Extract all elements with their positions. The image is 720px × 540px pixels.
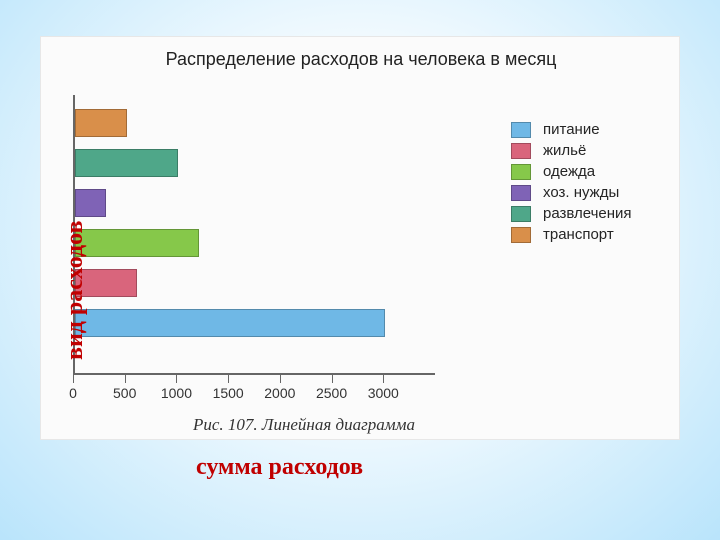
x-tick-label: 2000 (264, 385, 295, 401)
x-tick-mark (125, 375, 126, 383)
legend-swatch (511, 227, 531, 243)
legend: питание жильё одежда хоз. нужды развлечения т… (511, 117, 632, 247)
legend-label: развлечения (543, 205, 632, 222)
legend-swatch (511, 164, 531, 180)
legend-item: хоз. нужды (511, 184, 632, 201)
figure-caption: Рис. 107. Линейная диаграмма (193, 415, 415, 435)
chart-title: Распределение расходов на человека в мес… (41, 49, 681, 70)
legend-item: одежда (511, 163, 632, 180)
legend-swatch (511, 185, 531, 201)
bar-развлечения (75, 149, 178, 177)
legend-swatch (511, 122, 531, 138)
legend-item: развлечения (511, 205, 632, 222)
x-axis-overlay-label: сумма расходов (196, 454, 363, 481)
legend-label: хоз. нужды (543, 184, 619, 201)
page-root: Распределение расходов на человека в мес… (0, 0, 720, 540)
bar-транспорт (75, 109, 127, 137)
bars-layer (75, 95, 435, 373)
legend-label: транспорт (543, 226, 614, 243)
x-tick-label: 2500 (316, 385, 347, 401)
x-tick-mark (176, 375, 177, 383)
legend-label: жильё (543, 142, 586, 159)
legend-swatch (511, 206, 531, 222)
bar-питание (75, 309, 385, 337)
x-tick-label: 1500 (213, 385, 244, 401)
y-axis-overlay-label: вид расходов (62, 220, 89, 360)
x-tick-mark (228, 375, 229, 383)
legend-swatch (511, 143, 531, 159)
legend-label: одежда (543, 163, 595, 180)
x-tick-mark (73, 375, 74, 383)
legend-item: питание (511, 121, 632, 138)
x-ticks: 050010001500200025003000 (73, 375, 435, 405)
chart-card: Распределение расходов на человека в мес… (40, 36, 680, 440)
x-tick-mark (332, 375, 333, 383)
x-tick-label: 3000 (368, 385, 399, 401)
legend-item: транспорт (511, 226, 632, 243)
bar-одежда (75, 229, 199, 257)
legend-label: питание (543, 121, 600, 138)
x-tick-label: 0 (69, 385, 77, 401)
x-tick-mark (280, 375, 281, 383)
bar-хоз-нужды (75, 189, 106, 217)
x-tick-label: 1000 (161, 385, 192, 401)
x-tick-mark (383, 375, 384, 383)
legend-item: жильё (511, 142, 632, 159)
x-tick-label: 500 (113, 385, 136, 401)
plot-frame (73, 95, 435, 375)
